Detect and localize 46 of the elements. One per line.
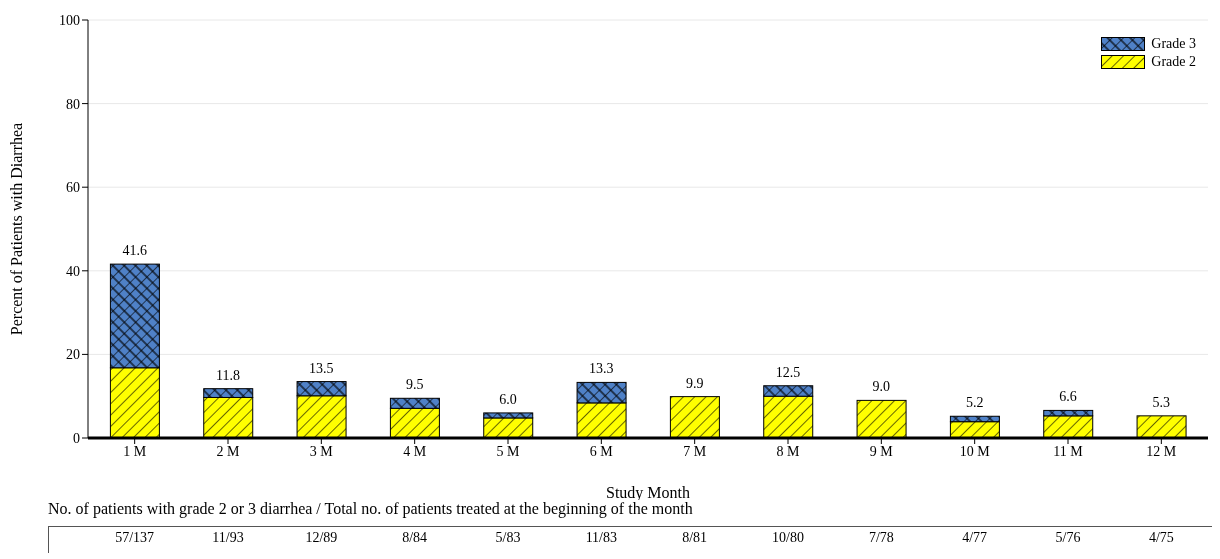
legend-label: Grade 2: [1151, 54, 1196, 70]
total-label: 5.3: [1151, 394, 1172, 411]
x-tick-label: 5 M: [496, 443, 521, 459]
text: 7/78: [867, 530, 895, 546]
x-tick-label: 10 M: [959, 443, 991, 459]
y-tick-label: 0: [73, 430, 80, 446]
x-tick-label: 12 M: [1146, 443, 1177, 459]
total-label: 9.5: [404, 377, 425, 394]
text: 57/137: [114, 530, 156, 546]
y-tick-label: 80: [66, 96, 80, 112]
text: 11/83: [584, 530, 618, 546]
text: 11/93: [211, 530, 245, 546]
y-tick-label: 20: [66, 347, 80, 363]
total-label: 9.9: [684, 375, 705, 392]
total-label: 6.6: [1058, 389, 1078, 406]
text: 10/80: [771, 530, 805, 546]
legend-label: Grade 3: [1151, 36, 1196, 52]
y-tick-label: 60: [66, 180, 80, 196]
text: 5/76: [1054, 530, 1082, 546]
total-label: 13.5: [308, 360, 335, 377]
text: 4/77: [961, 530, 989, 546]
total-label: 41.6: [121, 243, 148, 260]
y-axis-title: Percent of Patients with Diarrhea: [7, 122, 25, 336]
total-label: 6.0: [498, 391, 518, 408]
total-label: 13.3: [588, 361, 615, 378]
text: No. of patients with grade 2 or 3 diarrhea / Total no. of patients treated at the beginning of the month: [48, 500, 693, 518]
total-label: 11.8: [215, 367, 241, 384]
x-tick-label: 1 M: [123, 443, 147, 459]
x-tick-label: 4 M: [403, 443, 427, 459]
text: 8/84: [401, 530, 429, 546]
total-label: 12.5: [774, 364, 802, 381]
y-tick-label: 100: [59, 12, 80, 28]
x-tick-label: 7 M: [683, 443, 707, 459]
x-tick-label: 6 M: [589, 443, 614, 459]
x-tick-label: 8 M: [776, 443, 801, 459]
x-tick-label: 9 M: [869, 443, 894, 459]
text: 8/81: [681, 530, 709, 546]
text: 12/89: [304, 530, 339, 546]
text: 5/83: [494, 530, 522, 546]
text: 4/75: [1147, 530, 1175, 546]
x-tick-label: 3 M: [309, 443, 334, 459]
x-tick-label: 2 M: [216, 443, 241, 459]
x-tick-label: 11 M: [1053, 443, 1084, 459]
total-label: 9.0: [871, 379, 892, 396]
total-label: 5.2: [964, 395, 985, 412]
y-tick-label: 40: [66, 263, 80, 279]
